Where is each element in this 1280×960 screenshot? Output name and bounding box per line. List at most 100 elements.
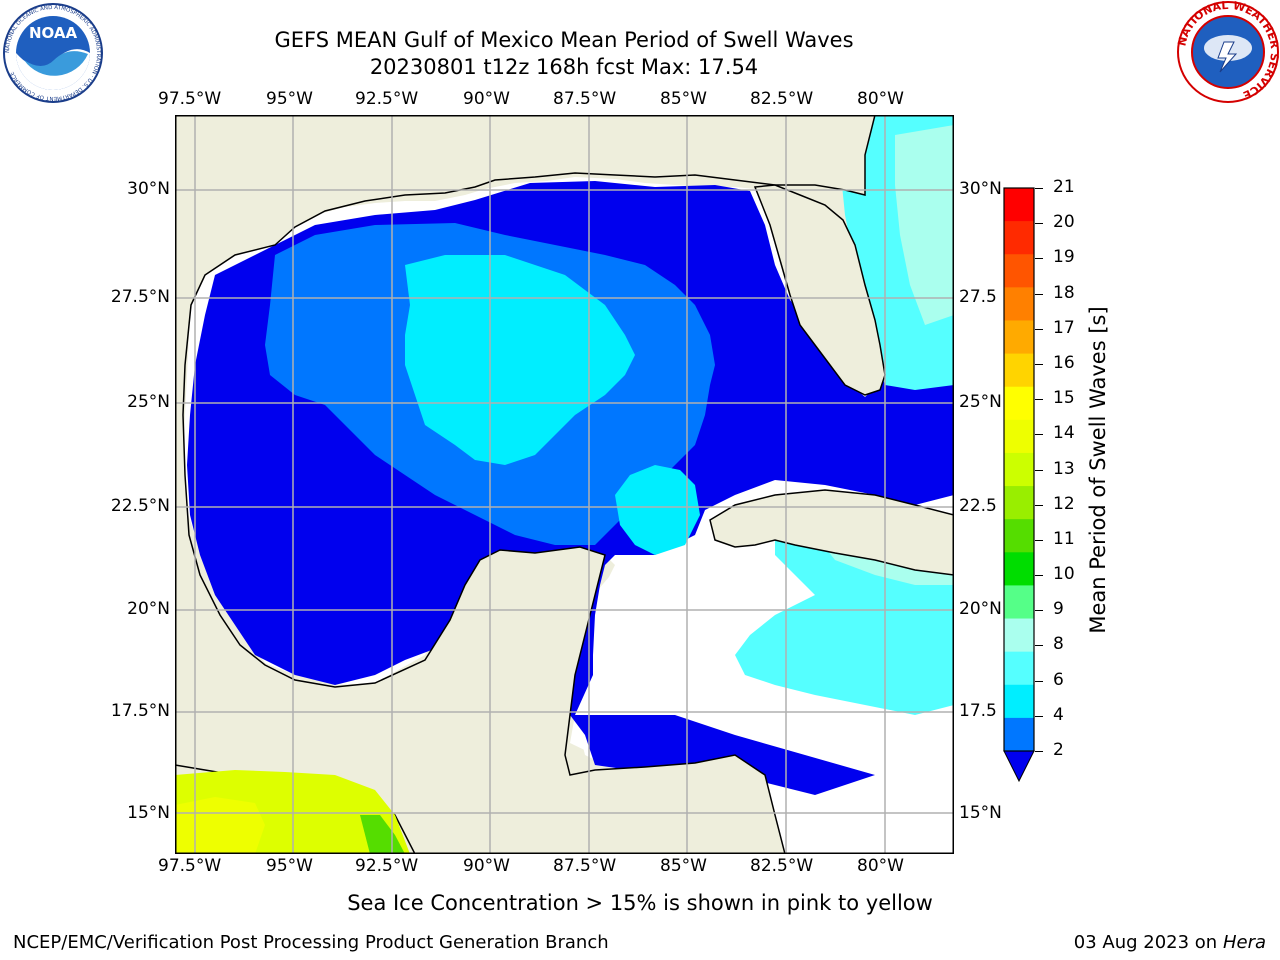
map-title: GEFS MEAN Gulf of Mexico Mean Period of … bbox=[274, 28, 854, 52]
lon-label-bottom: 87.5°W bbox=[553, 856, 617, 876]
colorbar-tick-label: 9 bbox=[1053, 599, 1064, 620]
colorbar-tick-mark bbox=[1035, 751, 1043, 752]
lat-label-left: 20°N bbox=[127, 599, 170, 619]
colorbar-swatch bbox=[1004, 419, 1034, 454]
lat-label-right: 25°N bbox=[959, 392, 1002, 412]
swell-field-high bbox=[405, 255, 635, 465]
map-panel bbox=[175, 115, 954, 854]
colorbar-tick-label: 13 bbox=[1053, 458, 1075, 479]
colorbar-swatch bbox=[1004, 188, 1034, 222]
colorbar-swatch bbox=[1004, 717, 1034, 752]
footer-host: Hera bbox=[1222, 932, 1266, 953]
colorbar-tick-label: 18 bbox=[1053, 282, 1075, 303]
footer-date-block: 03 Aug 2023 on Hera bbox=[1074, 932, 1266, 953]
colorbar-swatch bbox=[1004, 353, 1034, 388]
colorbar-swatch bbox=[1004, 585, 1034, 620]
colorbar-tick-label: 20 bbox=[1053, 212, 1075, 233]
lon-label-bottom: 90°W bbox=[463, 856, 510, 876]
colorbar-swatch bbox=[1004, 651, 1034, 686]
map-frame bbox=[175, 115, 954, 854]
lon-label-top: 80°W bbox=[857, 89, 904, 109]
atlantic-swell-light bbox=[895, 125, 954, 325]
colorbar-tick-mark bbox=[1035, 575, 1043, 577]
colorbar-tick-mark bbox=[1035, 645, 1043, 647]
lat-label-right: 17.5 bbox=[959, 701, 997, 721]
lon-label-top: 97.5°W bbox=[158, 89, 222, 109]
colorbar-frame bbox=[1003, 187, 1035, 752]
lon-label-bottom: 97.5°W bbox=[158, 856, 222, 876]
colorbar-swatch bbox=[1004, 519, 1034, 553]
lat-label-left: 17.5°N bbox=[110, 701, 170, 721]
lon-label-bottom: 85°W bbox=[660, 856, 707, 876]
lon-label-bottom: 95°W bbox=[266, 856, 313, 876]
sea-ice-note: Sea Ice Concentration > 15% is shown in … bbox=[347, 891, 933, 915]
lat-label-right: 30°N bbox=[959, 179, 1002, 199]
colorbar-tick-mark bbox=[1035, 680, 1043, 682]
colorbar-tick-label: 21 bbox=[1053, 177, 1075, 197]
footer-credit: NCEP/EMC/Verification Post Processing Pr… bbox=[13, 932, 609, 953]
colorbar bbox=[1003, 187, 1035, 783]
lon-label-top: 82.5°W bbox=[750, 89, 814, 109]
colorbar-swatch bbox=[1004, 552, 1034, 586]
lon-label-top: 95°W bbox=[266, 89, 313, 109]
colorbar-tick-mark bbox=[1035, 715, 1043, 717]
colorbar-swatch bbox=[1004, 221, 1034, 255]
colorbar-tick-label: 8 bbox=[1053, 634, 1064, 655]
colorbar-swatch bbox=[1004, 254, 1034, 288]
colorbar-label: Mean Period of Swell Waves [s] bbox=[1086, 306, 1110, 634]
colorbar-tick-label: 4 bbox=[1053, 704, 1064, 725]
lat-label-right: 15°N bbox=[959, 803, 1002, 823]
lat-label-left: 27.5°N bbox=[110, 287, 170, 307]
colorbar-tick-mark bbox=[1035, 610, 1043, 612]
colorbar-swatch bbox=[1004, 684, 1034, 719]
land-cuba bbox=[709, 489, 954, 576]
colorbar-tick-mark bbox=[1035, 188, 1043, 189]
colorbar-extend-triangle bbox=[1003, 750, 1035, 783]
lat-label-left: 30°N bbox=[127, 179, 170, 199]
land-florida bbox=[753, 184, 886, 396]
colorbar-tick-label: 11 bbox=[1053, 528, 1075, 549]
nws-logo: NATIONAL WEATHER SERVICE bbox=[1176, 0, 1280, 103]
map-grid bbox=[175, 115, 954, 854]
lat-label-left: 22.5°N bbox=[110, 496, 170, 516]
lat-label-left: 25°N bbox=[127, 392, 170, 412]
lon-label-top: 85°W bbox=[660, 89, 707, 109]
colorbar-tick-mark bbox=[1035, 223, 1043, 225]
colorbar-swatch bbox=[1004, 320, 1034, 355]
lat-label-right: 20°N bbox=[959, 599, 1002, 619]
noaa-logo-text: NOAA bbox=[29, 24, 78, 42]
colorbar-tick-mark bbox=[1035, 504, 1043, 506]
lon-label-top: 90°W bbox=[463, 89, 510, 109]
lat-label-left: 15°N bbox=[127, 803, 170, 823]
footer-date: 03 Aug 2023 on bbox=[1073, 932, 1218, 953]
colorbar-tick-mark bbox=[1035, 258, 1043, 260]
colorbar-swatch bbox=[1004, 486, 1034, 520]
colorbar-swatch bbox=[1004, 452, 1034, 487]
colorbar-tick-label: 14 bbox=[1053, 423, 1075, 444]
colorbar-swatch bbox=[1004, 287, 1034, 321]
sea-ice-field-inner bbox=[175, 797, 265, 854]
colorbar-tick-label: 2 bbox=[1053, 740, 1064, 760]
sea-ice-field-green bbox=[360, 815, 405, 854]
colorbar-tick-label: 16 bbox=[1053, 352, 1075, 373]
colorbar-tick-label: 15 bbox=[1053, 388, 1075, 409]
colorbar-tick-label: 10 bbox=[1053, 564, 1075, 585]
colorbar-tick-mark bbox=[1035, 363, 1043, 365]
colorbar-tick-label: 12 bbox=[1053, 493, 1075, 514]
swell-field-high-yucatan bbox=[615, 465, 700, 555]
lat-label-right: 27.5 bbox=[959, 287, 997, 307]
colorbar-tick-mark bbox=[1035, 293, 1043, 295]
lon-label-top: 87.5°W bbox=[553, 89, 617, 109]
colorbar-tick-mark bbox=[1035, 469, 1043, 471]
noaa-logo: NOAA NATIONAL OCEANIC AND ATMOSPHERIC AD… bbox=[3, 3, 103, 103]
lon-label-bottom: 82.5°W bbox=[750, 856, 814, 876]
colorbar-tick-mark bbox=[1035, 328, 1043, 330]
lon-label-top: 92.5°W bbox=[355, 89, 419, 109]
map-subtitle: 20230801 t12z 168h fcst Max: 17.54 bbox=[369, 55, 759, 79]
colorbar-tick-mark bbox=[1035, 434, 1043, 436]
colorbar-swatch bbox=[1004, 618, 1034, 653]
lon-label-bottom: 80°W bbox=[857, 856, 904, 876]
colorbar-swatch bbox=[1004, 386, 1034, 421]
lon-label-bottom: 92.5°W bbox=[355, 856, 419, 876]
colorbar-tick-label: 17 bbox=[1053, 317, 1075, 338]
